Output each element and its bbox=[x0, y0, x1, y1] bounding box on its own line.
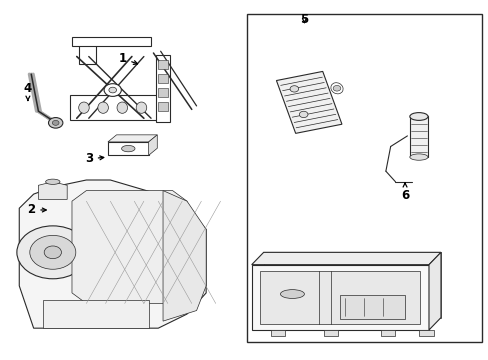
Polygon shape bbox=[380, 330, 395, 336]
Circle shape bbox=[299, 111, 307, 118]
Polygon shape bbox=[72, 37, 151, 46]
Circle shape bbox=[17, 226, 89, 279]
Ellipse shape bbox=[79, 102, 89, 113]
Polygon shape bbox=[251, 265, 428, 330]
Polygon shape bbox=[39, 182, 67, 199]
Polygon shape bbox=[260, 271, 420, 324]
Circle shape bbox=[48, 118, 63, 128]
Ellipse shape bbox=[330, 83, 343, 94]
Circle shape bbox=[104, 84, 121, 96]
Polygon shape bbox=[158, 74, 167, 83]
Ellipse shape bbox=[98, 102, 108, 113]
Polygon shape bbox=[409, 117, 427, 157]
Text: 4: 4 bbox=[24, 82, 32, 100]
Polygon shape bbox=[419, 330, 433, 336]
Polygon shape bbox=[43, 300, 148, 328]
Ellipse shape bbox=[409, 113, 427, 120]
Polygon shape bbox=[72, 190, 186, 303]
Polygon shape bbox=[251, 252, 440, 265]
Ellipse shape bbox=[280, 290, 304, 298]
Polygon shape bbox=[158, 88, 167, 97]
Text: 1: 1 bbox=[118, 52, 137, 65]
Polygon shape bbox=[108, 135, 157, 142]
Polygon shape bbox=[340, 294, 404, 319]
Polygon shape bbox=[79, 41, 96, 64]
Ellipse shape bbox=[136, 102, 146, 113]
Polygon shape bbox=[270, 330, 285, 336]
Circle shape bbox=[109, 87, 116, 93]
Polygon shape bbox=[69, 95, 158, 120]
Text: 3: 3 bbox=[84, 152, 103, 165]
Polygon shape bbox=[323, 330, 337, 336]
Polygon shape bbox=[276, 71, 341, 133]
Ellipse shape bbox=[409, 154, 427, 160]
Text: 5: 5 bbox=[300, 13, 308, 26]
Polygon shape bbox=[158, 102, 167, 111]
Polygon shape bbox=[156, 55, 170, 122]
Ellipse shape bbox=[117, 102, 127, 113]
Circle shape bbox=[30, 235, 76, 269]
Ellipse shape bbox=[122, 145, 135, 152]
Polygon shape bbox=[163, 190, 206, 321]
Circle shape bbox=[44, 246, 61, 259]
Text: 6: 6 bbox=[400, 183, 408, 202]
Polygon shape bbox=[428, 252, 440, 330]
Polygon shape bbox=[148, 135, 157, 155]
Polygon shape bbox=[19, 180, 206, 328]
Polygon shape bbox=[108, 142, 148, 155]
Ellipse shape bbox=[45, 179, 60, 184]
Circle shape bbox=[332, 85, 340, 91]
Circle shape bbox=[52, 120, 59, 125]
Polygon shape bbox=[263, 252, 440, 318]
Bar bbox=[246, 14, 481, 342]
Circle shape bbox=[289, 86, 298, 92]
Text: 2: 2 bbox=[27, 203, 46, 216]
Polygon shape bbox=[158, 60, 167, 69]
